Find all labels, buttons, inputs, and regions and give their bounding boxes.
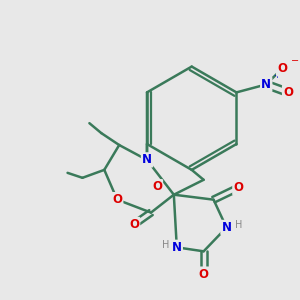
Text: O: O xyxy=(283,86,293,99)
Text: O: O xyxy=(233,181,243,194)
Text: N: N xyxy=(172,241,182,254)
Text: −: − xyxy=(291,56,299,66)
Text: O: O xyxy=(112,193,122,206)
Text: O: O xyxy=(152,180,162,193)
Text: O: O xyxy=(129,218,139,231)
Text: O: O xyxy=(199,268,208,281)
Text: O: O xyxy=(277,62,287,75)
Text: N: N xyxy=(221,221,232,234)
Text: H: H xyxy=(162,240,169,250)
Text: +: + xyxy=(273,71,280,80)
Text: N: N xyxy=(261,78,271,91)
Text: H: H xyxy=(236,220,243,230)
Text: N: N xyxy=(142,153,152,167)
